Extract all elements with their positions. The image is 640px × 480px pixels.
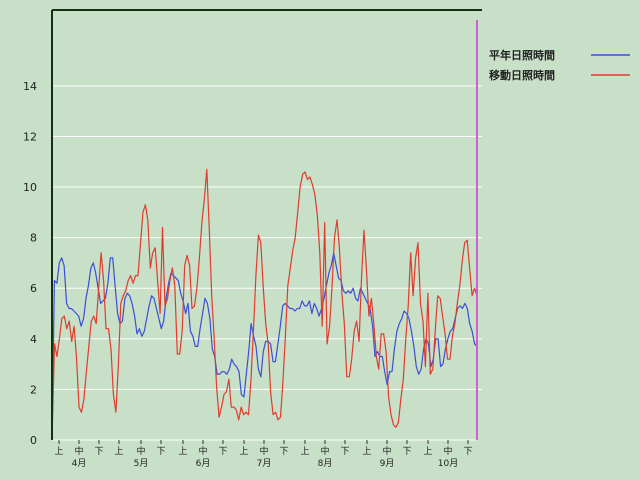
y-tick-label: 2 xyxy=(30,383,37,396)
legend-label: 移動日照時間 xyxy=(489,68,555,82)
plot-area xyxy=(52,10,482,440)
month-label: 8月 xyxy=(318,458,333,469)
y-tick-label: 12 xyxy=(23,130,37,143)
month-label: 9月 xyxy=(380,458,395,469)
y-tick-label: 6 xyxy=(30,282,37,295)
period-tick-label: 下 xyxy=(463,447,472,457)
period-tick-label: 上 xyxy=(54,446,63,457)
period-tick-label: 中 xyxy=(136,445,145,457)
grid-lines xyxy=(52,85,482,441)
legend-label: 平年日照時間 xyxy=(489,48,555,62)
period-tick-label: 下 xyxy=(279,447,288,457)
y-tick-label: 10 xyxy=(23,181,37,194)
period-tick-label: 下 xyxy=(94,447,103,457)
period-tick-label: 上 xyxy=(423,446,432,457)
period-tick-label: 上 xyxy=(239,446,248,457)
period-tick-label: 下 xyxy=(340,447,349,457)
period-tick-label: 上 xyxy=(114,446,123,457)
month-label: 4月 xyxy=(72,458,87,469)
y-axis-ticks: 0 2 4 6 8 10 12 14 xyxy=(23,80,37,447)
period-tick-label: 中 xyxy=(198,445,207,457)
period-tick-label: 中 xyxy=(74,445,83,457)
period-tick-label: 中 xyxy=(320,445,329,457)
period-tick-label: 上 xyxy=(178,446,187,457)
period-tick-label: 下 xyxy=(402,447,411,457)
x-axis-ticks: 上中下上中下上中下上中下上中下上中下上中下4月 5月 6月 7月 8月 9月 10月 xyxy=(54,440,473,469)
month-label: 5月 xyxy=(134,458,149,469)
series-lines xyxy=(51,168,478,441)
y-tick-label: 8 xyxy=(30,232,37,245)
y-tick-label: 4 xyxy=(30,333,37,346)
series-line-1 xyxy=(51,168,478,441)
y-tick-label: 14 xyxy=(23,80,37,93)
period-tick-label: 下 xyxy=(218,447,227,457)
month-label: 6月 xyxy=(196,458,211,469)
month-label: 7月 xyxy=(257,458,272,469)
period-tick-label: 上 xyxy=(300,446,309,457)
period-tick-label: 中 xyxy=(259,445,268,457)
series-line-0 xyxy=(51,252,478,441)
period-tick-label: 下 xyxy=(156,447,165,457)
period-tick-label: 中 xyxy=(382,445,391,457)
period-tick-label: 上 xyxy=(362,446,371,457)
month-label: 10月 xyxy=(438,458,458,469)
y-tick-label: 0 xyxy=(30,434,37,447)
period-tick-label: 中 xyxy=(443,445,452,457)
